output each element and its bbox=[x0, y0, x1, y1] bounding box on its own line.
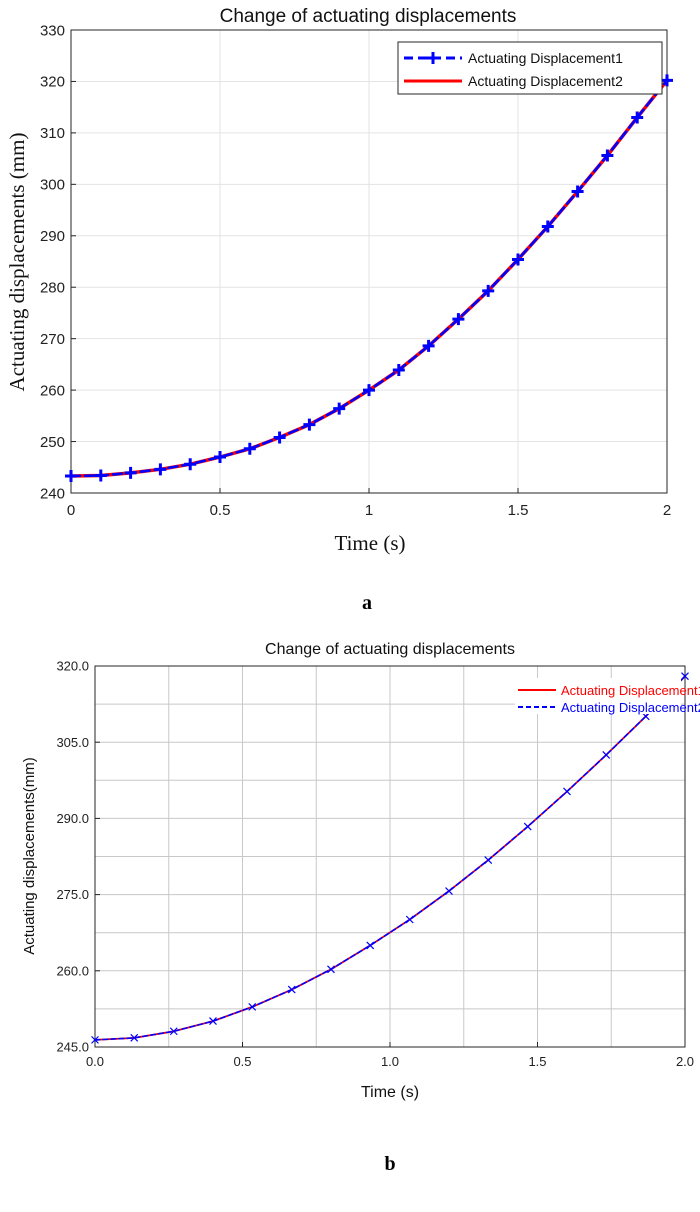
chart-a: Change of actuating displacements 0 0.5 1 1… bbox=[5, 6, 673, 614]
chart-a-x-tick-label: 2 bbox=[663, 502, 671, 519]
chart-a-legend: Actuating Displacement1 Actuating Displa… bbox=[397, 41, 663, 95]
chart-b-series-2-line bbox=[94, 675, 686, 1041]
chart-a-y-tick-label: 300 bbox=[40, 177, 65, 194]
chart-b-series-2-point bbox=[327, 965, 335, 974]
chart-b-legend: Actuating Displacement1 Actuating Displa… bbox=[515, 678, 700, 715]
chart-a-series-1-point bbox=[363, 384, 375, 397]
chart-a-legend-label-1: Actuating Displacement1 bbox=[468, 50, 623, 66]
chart-a-legend-label-2: Actuating Displacement2 bbox=[468, 73, 623, 89]
chart-b-series-2-point bbox=[681, 672, 689, 681]
chart-b-series-2-point bbox=[130, 1033, 139, 1042]
chart-b-series-2-point bbox=[366, 941, 375, 950]
chart-a-title: Change of actuating displacements bbox=[220, 6, 517, 27]
chart-a-series-1-point bbox=[512, 253, 524, 266]
chart-a-series-1-point bbox=[452, 313, 465, 326]
chart-b-series-2-point bbox=[405, 915, 414, 924]
chart-a-y-tick-label: 250 bbox=[40, 434, 65, 451]
chart-b-series-2-point bbox=[484, 856, 493, 864]
chart-a-series-1-point bbox=[94, 469, 107, 482]
chart-a-y-tick-label: 310 bbox=[40, 125, 65, 142]
chart-b-x-tick-label: 1.5 bbox=[528, 1054, 546, 1069]
chart-b-series-2-point bbox=[248, 1002, 257, 1011]
chart-b-x-axis-label: Time (s) bbox=[361, 1084, 419, 1101]
chart-b-legend-label-1: Actuating Displacement1 bbox=[561, 683, 700, 698]
chart-a-series-1-point bbox=[303, 418, 316, 431]
chart-a-series-1-point bbox=[601, 149, 614, 162]
chart-a-series-1-point bbox=[392, 364, 405, 377]
chart-a-y-tick-label: 320 bbox=[40, 74, 65, 91]
chart-a-series-1-point bbox=[273, 431, 286, 444]
chart-a-y-axis-label: Actuating displacements (mm) bbox=[5, 133, 29, 392]
chart-a-series-1-point bbox=[65, 470, 77, 483]
chart-a-series-1-point bbox=[214, 450, 226, 463]
chart-b-y-tick-label: 260.0 bbox=[56, 963, 89, 978]
chart-b-x-tick-label: 1.0 bbox=[381, 1054, 399, 1069]
chart-a-x-tick-label: 0 bbox=[67, 502, 75, 519]
chart-b-y-tick-label: 320.0 bbox=[56, 659, 89, 674]
chart-b-ticks: 0.0 0.5 1.0 1.5 2.0 245.0 260.0 275.0 290.0 305.0… bbox=[56, 659, 694, 1069]
chart-b: Change of actuating displacements 0.0 0.5… bbox=[21, 641, 700, 1175]
chart-a-series-1-point bbox=[124, 466, 137, 479]
chart-a-series-1-point bbox=[184, 458, 197, 471]
chart-a-legend-box bbox=[397, 41, 663, 95]
chart-b-y-tick-label: 275.0 bbox=[56, 887, 89, 902]
chart-a-caption: a bbox=[362, 592, 372, 614]
chart-a-series bbox=[65, 74, 673, 483]
chart-b-series-2-point bbox=[602, 750, 611, 759]
chart-a-series-1-point bbox=[631, 111, 644, 124]
chart-b-x-tick-label: 2.0 bbox=[676, 1054, 694, 1069]
chart-b-series-2-point bbox=[91, 1035, 99, 1044]
chart-b-y-tick-label: 305.0 bbox=[56, 735, 89, 750]
chart-b-series-2-point bbox=[169, 1027, 178, 1036]
chart-b-series-2-point bbox=[287, 985, 296, 994]
chart-b-x-tick-label: 0.0 bbox=[86, 1054, 104, 1069]
chart-a-series-1-point bbox=[482, 284, 495, 297]
chart-a-series-1-point bbox=[243, 442, 256, 455]
chart-b-y-tick-label: 245.0 bbox=[56, 1040, 89, 1055]
chart-a-series-1-point bbox=[571, 185, 584, 198]
chart-a-y-tick-label: 260 bbox=[40, 382, 65, 399]
chart-a-series-1-point bbox=[541, 220, 554, 233]
chart-b-series-2-point bbox=[445, 887, 453, 895]
chart-a-x-tick-label: 1.5 bbox=[508, 502, 529, 519]
chart-a-y-tick-label: 330 bbox=[40, 22, 65, 39]
chart-b-series-2-point bbox=[209, 1017, 217, 1026]
chart-a-series-1-point bbox=[661, 74, 673, 87]
chart-b-series-2-point bbox=[523, 822, 532, 831]
chart-a-legend-marker-1 bbox=[427, 52, 439, 64]
chart-b-y-axis-label: Actuating displacements(mm) bbox=[21, 757, 38, 955]
chart-b-legend-label-2: Actuating Displacement2 bbox=[561, 700, 700, 715]
chart-a-y-tick-label: 270 bbox=[40, 331, 65, 348]
chart-a-series-1-point bbox=[154, 463, 167, 476]
chart-a-y-tick-label: 290 bbox=[40, 228, 65, 245]
chart-b-grid bbox=[95, 666, 685, 1047]
chart-a-y-tick-label: 280 bbox=[40, 279, 65, 296]
chart-b-series-2-point bbox=[563, 787, 571, 796]
chart-a-grid bbox=[70, 30, 668, 493]
chart-a-series-1-point bbox=[422, 339, 435, 352]
chart-b-x-tick-label: 0.5 bbox=[233, 1054, 251, 1069]
chart-a-x-axis-label: Time (s) bbox=[335, 531, 406, 555]
chart-a-ticks: 0 0.5 1 1.5 2 240 250 260 270 280 290 300 310 320 330 bbox=[40, 22, 671, 519]
chart-a-y-tick-label: 240 bbox=[40, 485, 65, 502]
chart-b-title: Change of actuating displacements bbox=[265, 641, 515, 658]
chart-b-caption: b bbox=[384, 1153, 395, 1175]
chart-a-x-tick-label: 0.5 bbox=[210, 502, 231, 519]
chart-a-series-1-point bbox=[333, 402, 346, 415]
chart-b-series bbox=[91, 672, 689, 1044]
chart-b-y-tick-label: 290.0 bbox=[56, 811, 89, 826]
chart-a-x-tick-label: 1 bbox=[365, 502, 373, 519]
